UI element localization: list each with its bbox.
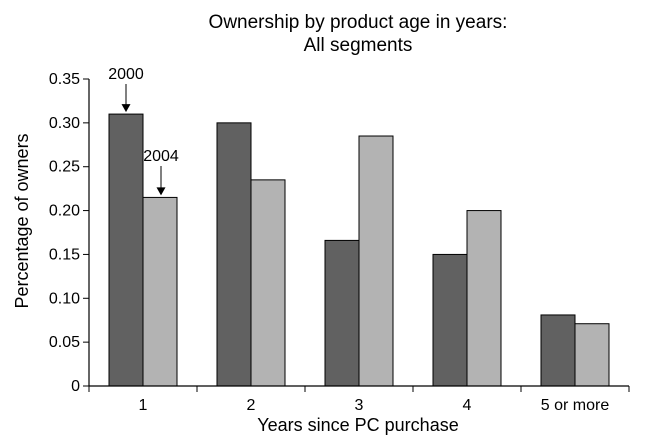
y-tick-label: 0.05 bbox=[49, 334, 80, 351]
x-tick-label: 1 bbox=[139, 397, 148, 414]
bars-group bbox=[108, 113, 610, 387]
annotation-2004-label: 2004 bbox=[143, 148, 179, 165]
bar bbox=[324, 239, 360, 387]
annotation-2004-arrow-head bbox=[156, 187, 166, 196]
x-tick-label: 4 bbox=[463, 397, 472, 414]
x-tick-label: 3 bbox=[355, 397, 364, 414]
y-tick-label: 0.25 bbox=[49, 159, 80, 176]
x-tick-label: 5 or more bbox=[541, 397, 610, 414]
y-tick-label: 0.30 bbox=[49, 115, 80, 132]
y-tick-label: 0.35 bbox=[49, 71, 80, 88]
annotation-2000-label: 2000 bbox=[108, 66, 144, 83]
x-axis-ticks: 1 2 3 4 5 or more bbox=[88, 386, 630, 414]
bar bbox=[250, 179, 286, 387]
bar bbox=[540, 314, 576, 387]
bar bbox=[358, 135, 394, 387]
annotation-2000-arrow-head bbox=[121, 104, 131, 113]
y-tick-label: 0.10 bbox=[49, 290, 80, 307]
bar bbox=[466, 210, 502, 387]
bar bbox=[216, 122, 252, 387]
bar bbox=[142, 196, 178, 387]
y-tick-label: 0.20 bbox=[49, 203, 80, 220]
y-tick-label: 0 bbox=[71, 378, 80, 395]
y-tick-label: 0.15 bbox=[49, 246, 80, 263]
bar bbox=[574, 323, 610, 387]
annotations-group: 2000 2004 bbox=[108, 66, 179, 196]
y-axis-ticks: 0 0.05 0.10 0.15 0.20 0.25 0.30 0.35 bbox=[49, 71, 89, 395]
bar bbox=[432, 253, 468, 387]
bar bbox=[108, 113, 144, 387]
chart-title-line-1: Ownership by product age in years: bbox=[209, 12, 508, 33]
x-axis-label: Years since PC purchase bbox=[257, 415, 458, 435]
chart-title: Ownership by product age in years: All s… bbox=[209, 12, 508, 56]
x-tick-label: 2 bbox=[247, 397, 256, 414]
chart-title-line-2: All segments bbox=[304, 35, 413, 56]
y-axis-label: Percentage of owners bbox=[12, 133, 32, 308]
